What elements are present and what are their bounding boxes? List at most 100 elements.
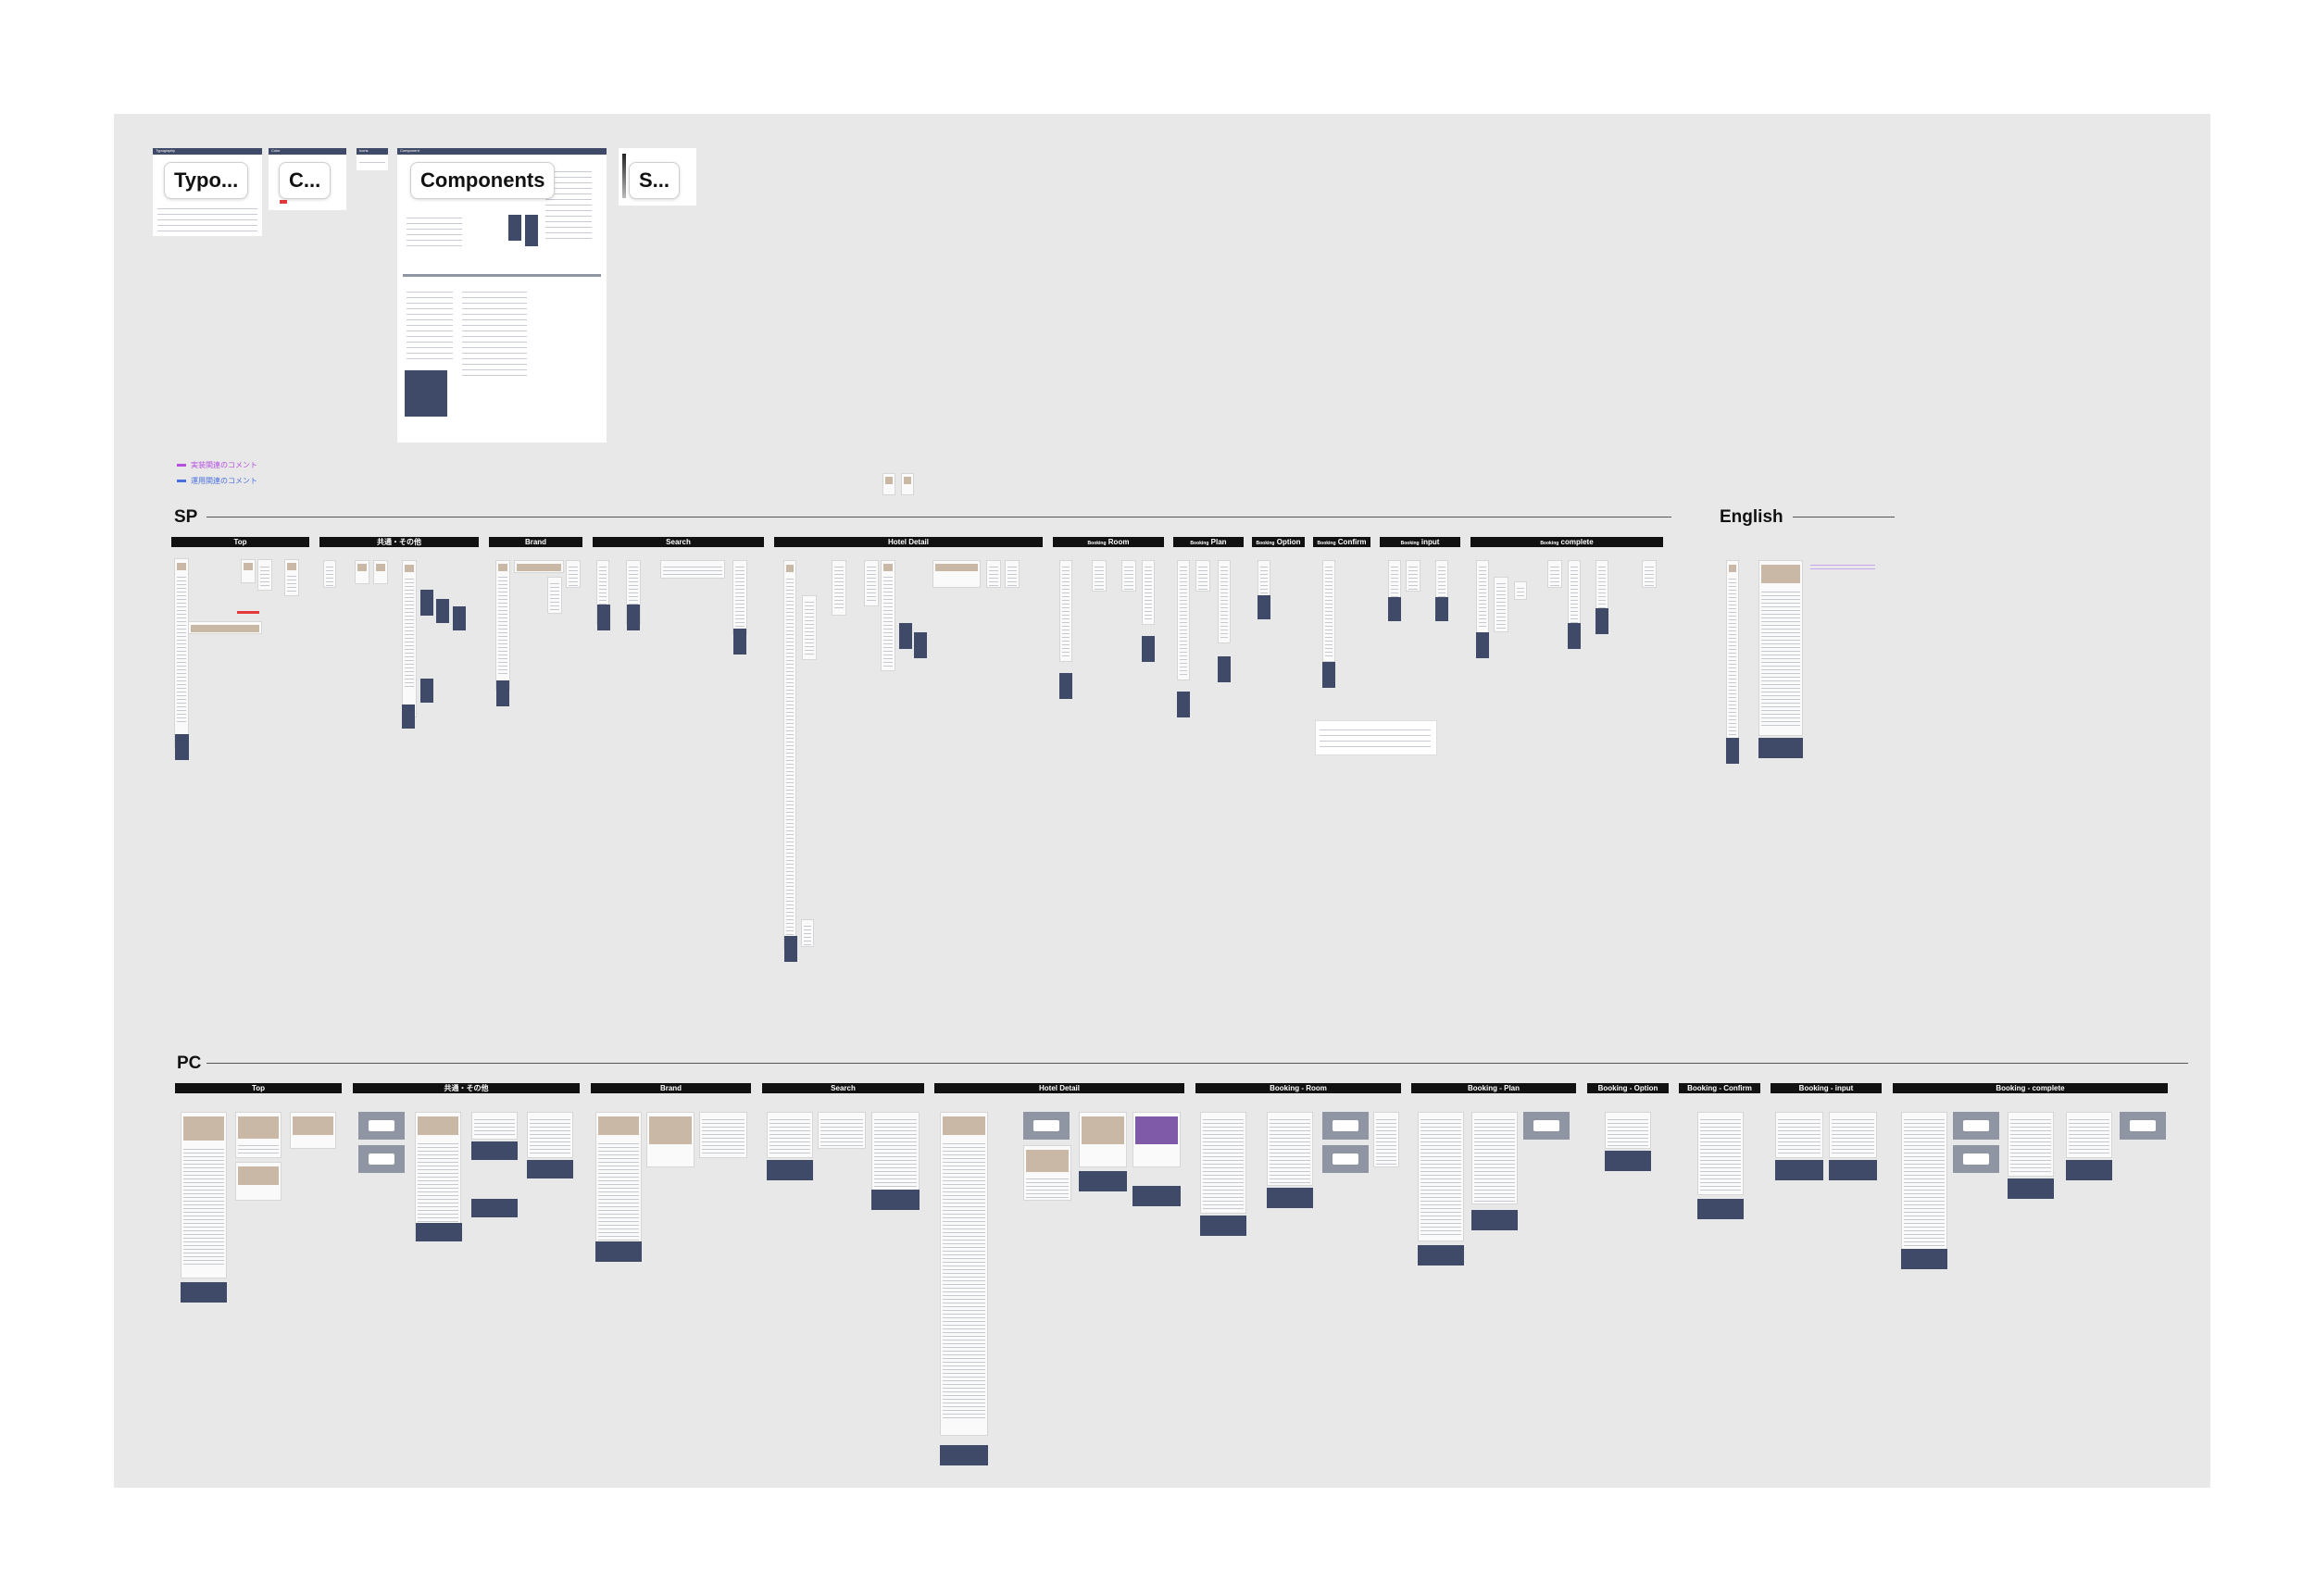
pc-booking-complete-screen-1[interactable] xyxy=(1901,1112,1947,1251)
sp-hotel-detail-screen-2[interactable] xyxy=(802,595,817,660)
sp-hotel-detail-screen-5[interactable] xyxy=(881,560,895,671)
pc-booking-complete-screen-3[interactable] xyxy=(2066,1112,2112,1158)
sp-booking-plan-screen-1[interactable] xyxy=(1177,560,1190,680)
sp-booking-option-screen[interactable] xyxy=(1258,560,1270,597)
sp-top-carousel[interactable] xyxy=(188,621,262,634)
pc-hotel-detail-modal[interactable] xyxy=(1023,1112,1070,1140)
typography-specimen xyxy=(157,204,257,231)
sp-booking-confirm-screen[interactable] xyxy=(1322,560,1335,662)
pc-hotel-detail-screen-4[interactable] xyxy=(1132,1112,1181,1167)
sp-common-screen-2[interactable] xyxy=(355,560,369,584)
sp-hotel-detail-screen-9[interactable] xyxy=(801,919,814,947)
sp-hotel-detail-screen-8[interactable] xyxy=(1005,560,1020,588)
typography-label[interactable]: Typo... xyxy=(164,162,249,199)
pc-common-modal-1[interactable] xyxy=(358,1112,405,1140)
sp-booking-complete-screen-4[interactable] xyxy=(1547,560,1562,588)
sp-hotel-detail-screen-7[interactable] xyxy=(986,560,1001,588)
color-label[interactable]: C... xyxy=(279,162,332,199)
sp-brand-screen-2[interactable] xyxy=(514,560,564,573)
sp-top-footer-block xyxy=(175,734,189,760)
pc-booking-complete-modal-3[interactable] xyxy=(2120,1112,2166,1140)
sp-top-screen[interactable] xyxy=(174,558,189,748)
pc-booking-complete-modal-1[interactable] xyxy=(1953,1112,1999,1140)
spacing-scale xyxy=(622,154,626,198)
pc-top-screen-4[interactable] xyxy=(235,1162,282,1201)
sp-hotel-detail-screen-6[interactable] xyxy=(932,560,981,588)
pc-top-footer xyxy=(181,1282,227,1303)
sp-booking-complete-screen-3[interactable] xyxy=(1514,581,1527,600)
sp-hotel-detail-screen-4[interactable] xyxy=(864,560,879,606)
sp-booking-complete-prefix: Booking xyxy=(1540,541,1559,546)
pc-top-screen-2[interactable] xyxy=(235,1112,282,1158)
pc-booking-confirm-screen[interactable] xyxy=(1697,1112,1744,1195)
floating-thumbnail-a[interactable] xyxy=(882,473,895,495)
sp-hotel-detail-screen-3[interactable] xyxy=(832,560,846,616)
sp-booking-room-screen-3[interactable] xyxy=(1121,560,1136,592)
sp-common-screen-1[interactable] xyxy=(323,560,336,588)
pc-booking-room-screen-3[interactable] xyxy=(1373,1112,1399,1167)
pc-search-screen-2[interactable] xyxy=(818,1112,866,1149)
pc-booking-room-modal-2[interactable] xyxy=(1322,1145,1369,1173)
pc-common-screen-1[interactable] xyxy=(415,1112,461,1241)
spacing-label[interactable]: S... xyxy=(629,162,681,199)
pc-booking-complete-modal-2[interactable] xyxy=(1953,1145,1999,1173)
english-sp-screen-1[interactable] xyxy=(1726,560,1739,764)
sp-booking-plan-screen-3[interactable] xyxy=(1218,560,1231,643)
component-card-dark-a xyxy=(508,215,521,241)
pc-search-screen-3[interactable] xyxy=(871,1112,920,1204)
sp-booking-room-label: Room xyxy=(1107,538,1130,546)
pc-booking-room-screen-1[interactable] xyxy=(1200,1112,1246,1214)
sp-booking-plan-screen-2[interactable] xyxy=(1195,560,1210,592)
sp-hotel-detail-long-screen[interactable] xyxy=(783,560,796,949)
components-label[interactable]: Components xyxy=(410,162,556,199)
icons-frame[interactable]: Icons xyxy=(357,148,388,170)
pc-booking-input-screen-1[interactable] xyxy=(1775,1112,1823,1158)
pc-booking-plan-screen-2[interactable] xyxy=(1471,1112,1518,1204)
pc-booking-plan-screen-1[interactable] xyxy=(1418,1112,1464,1241)
pc-booking-room-screen-2[interactable] xyxy=(1267,1112,1313,1186)
design-board-canvas[interactable]: Typography Typo... Color C... Icons Comp… xyxy=(114,114,2210,1488)
floating-thumbnail-b[interactable] xyxy=(901,473,914,495)
sp-booking-room-screen-2[interactable] xyxy=(1092,560,1107,592)
pc-booking-room-modal-1[interactable] xyxy=(1322,1112,1369,1140)
pc-hotel-detail-long-screen[interactable] xyxy=(940,1112,988,1436)
sp-booking-input-footer-2 xyxy=(1435,597,1448,621)
sp-top-highlight xyxy=(237,611,259,614)
sp-brand-screen-1[interactable] xyxy=(495,560,510,690)
sp-brand-screen-3[interactable] xyxy=(547,577,562,614)
sp-top-screen-3[interactable] xyxy=(257,559,272,591)
pc-booking-plan-modal[interactable] xyxy=(1523,1112,1570,1140)
sp-booking-complete-screen-6[interactable] xyxy=(1595,560,1608,616)
sp-booking-complete-screen-1[interactable] xyxy=(1476,560,1489,634)
sp-common-screen-3[interactable] xyxy=(373,560,388,584)
sp-search-screen-3[interactable] xyxy=(660,560,725,579)
sp-search-screen-4[interactable] xyxy=(732,560,747,634)
pc-booking-confirm-footer xyxy=(1697,1199,1744,1219)
sp-booking-room-screen-4[interactable] xyxy=(1142,560,1155,625)
sp-booking-confirm-note[interactable] xyxy=(1315,720,1437,755)
pc-search-screen-1[interactable] xyxy=(767,1112,813,1158)
sp-booking-room-screen-1[interactable] xyxy=(1059,560,1072,662)
english-sp-screen-2[interactable] xyxy=(1758,560,1803,736)
pc-brand-screen-2[interactable] xyxy=(646,1112,694,1167)
sp-booking-complete-screen-7[interactable] xyxy=(1642,560,1657,588)
pc-hotel-detail-screen-2[interactable] xyxy=(1023,1145,1071,1201)
sp-booking-complete-screen-2[interactable] xyxy=(1494,577,1508,632)
sp-booking-input-screen-2[interactable] xyxy=(1406,560,1420,592)
sp-top-screen-2[interactable] xyxy=(241,559,256,583)
pc-common-screen-2[interactable] xyxy=(471,1112,518,1140)
pc-brand-screen-3[interactable] xyxy=(699,1112,747,1158)
pc-common-screen-3[interactable] xyxy=(527,1112,573,1158)
pc-booking-plan-footer-2 xyxy=(1471,1210,1518,1230)
sp-common-screen-4[interactable] xyxy=(402,560,417,717)
pc-booking-complete-screen-2[interactable] xyxy=(2008,1112,2054,1177)
pc-booking-input-screen-2[interactable] xyxy=(1829,1112,1877,1158)
sp-top-screen-4[interactable] xyxy=(284,559,299,596)
pc-common-modal-2[interactable] xyxy=(358,1145,405,1173)
pc-booking-option-screen[interactable] xyxy=(1605,1112,1651,1149)
pc-top-screen-3[interactable] xyxy=(290,1112,336,1149)
pc-brand-screen-1[interactable] xyxy=(595,1112,642,1251)
pc-top-screen-1[interactable] xyxy=(181,1112,227,1278)
pc-hotel-detail-screen-3[interactable] xyxy=(1079,1112,1127,1167)
sp-brand-screen-4[interactable] xyxy=(566,560,581,588)
